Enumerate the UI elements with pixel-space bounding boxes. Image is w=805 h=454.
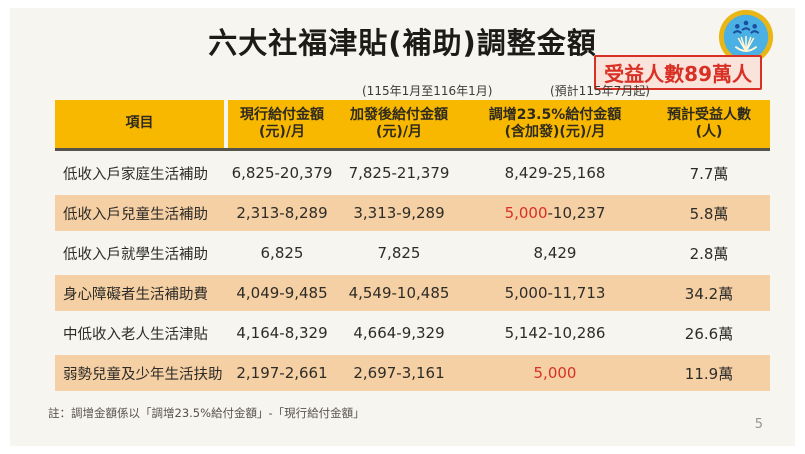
header-increased-amount: 調增23.5%給付金額 (含加發)(元)/月 [462,100,648,148]
row-increased-amount: 5,000-11,713 [462,275,648,311]
header-after-amount: 加發後給付金額 (元)/月 [336,100,462,148]
row-current-amount: 2,313-8,289 [236,204,328,222]
row-beneficiaries: 34.2萬 [684,284,734,303]
increased-amount-highlight: 5,000 [533,364,577,382]
row-beneficiaries: 7.7萬 [689,164,729,183]
table-row: 弱勢兒童及少年生活扶助 2,197-2,661 2,697-3,161 5,00… [55,355,770,391]
page-title: 六大社福津貼(補助)調整金額 [208,26,597,60]
row-after-amount: 4,549-10,485 [348,284,450,302]
row-increased-amount: 8,429 [462,235,648,271]
increased-amount-rest: -10,237 [547,204,606,222]
row-item-label: 弱勢兒童及少年生活扶助 [63,366,223,383]
row-item-label: 低收入戶兒童生活補助 [63,206,208,223]
row-after-amount: 4,664-9,329 [353,324,445,342]
table-row: 身心障礙者生活補助費 4,049-9,485 4,549-10,485 5,00… [55,275,770,311]
row-item-label: 低收入戶就學生活補助 [63,246,208,263]
row-beneficiaries: 26.6萬 [684,324,734,343]
page-number: 5 [754,417,763,432]
row-increased-amount: 5,000 -10,237 [462,195,648,231]
row-after-amount: 7,825 [377,244,421,262]
row-current-amount: 6,825 [260,244,304,262]
row-item-label: 中低收入老人生活津貼 [63,326,208,343]
ministry-seal-icon [718,9,774,65]
row-beneficiaries: 11.9萬 [684,364,734,383]
beneficiary-count-badge: 受益人數89萬人 [594,55,762,90]
subsidy-table: 項目 現行給付金額 (元)/月 加發後給付金額 (元)/月 調增23.5%給付金… [55,100,770,391]
row-increased-amount: 5,000 [462,355,648,391]
header-beneficiaries: 預計受益人數 (人) [648,100,770,148]
table-row: 低收入戶家庭生活補助 6,825-20,379 7,825-21,379 8,4… [55,155,770,191]
table-row: 中低收入老人生活津貼 4,164-8,329 4,664-9,329 5,142… [55,315,770,351]
row-after-amount: 2,697-3,161 [353,364,445,382]
row-current-amount: 6,825-20,379 [231,164,333,182]
row-after-amount: 3,313-9,289 [353,204,445,222]
row-current-amount: 2,197-2,661 [236,364,328,382]
row-current-amount: 4,164-8,329 [236,324,328,342]
table-row: 低收入戶兒童生活補助 2,313-8,289 3,313-9,289 5,000… [55,195,770,231]
row-beneficiaries: 2.8萬 [689,244,729,263]
increased-amount-rest: 5,142-10,286 [504,324,606,342]
table-header-row: 項目 現行給付金額 (元)/月 加發後給付金額 (元)/月 調增23.5%給付金… [55,100,770,151]
table-row: 低收入戶就學生活補助 6,825 7,825 8,429 2.8萬 [55,235,770,271]
period-note-current: (115年1月至116年1月) [362,84,493,98]
increased-amount-highlight: 5,000 [504,204,548,222]
row-after-amount: 7,825-21,379 [348,164,450,182]
period-note-planned: (預計115年7月起) [550,84,650,98]
increased-amount-rest: 5,000-11,713 [504,284,606,302]
header-item: 項目 [55,100,228,148]
row-item-label: 身心障礙者生活補助費 [63,286,208,303]
increased-amount-rest: 8,429-25,168 [504,164,606,182]
row-increased-amount: 5,142-10,286 [462,315,648,351]
row-item-label: 低收入戶家庭生活補助 [63,166,208,183]
row-current-amount: 4,049-9,485 [236,284,328,302]
slide-background: 六大社福津貼(補助)調整金額 受益人數89萬人 (115年1月至116年1月) … [10,8,795,446]
header-current-amount: 現行給付金額 (元)/月 [228,100,336,148]
increased-amount-rest: 8,429 [533,244,577,262]
row-increased-amount: 8,429-25,168 [462,155,648,191]
row-beneficiaries: 5.8萬 [689,204,729,223]
footnote: 註：調增金額係以「調增23.5%給付金額」-「現行給付金額」 [48,406,365,420]
